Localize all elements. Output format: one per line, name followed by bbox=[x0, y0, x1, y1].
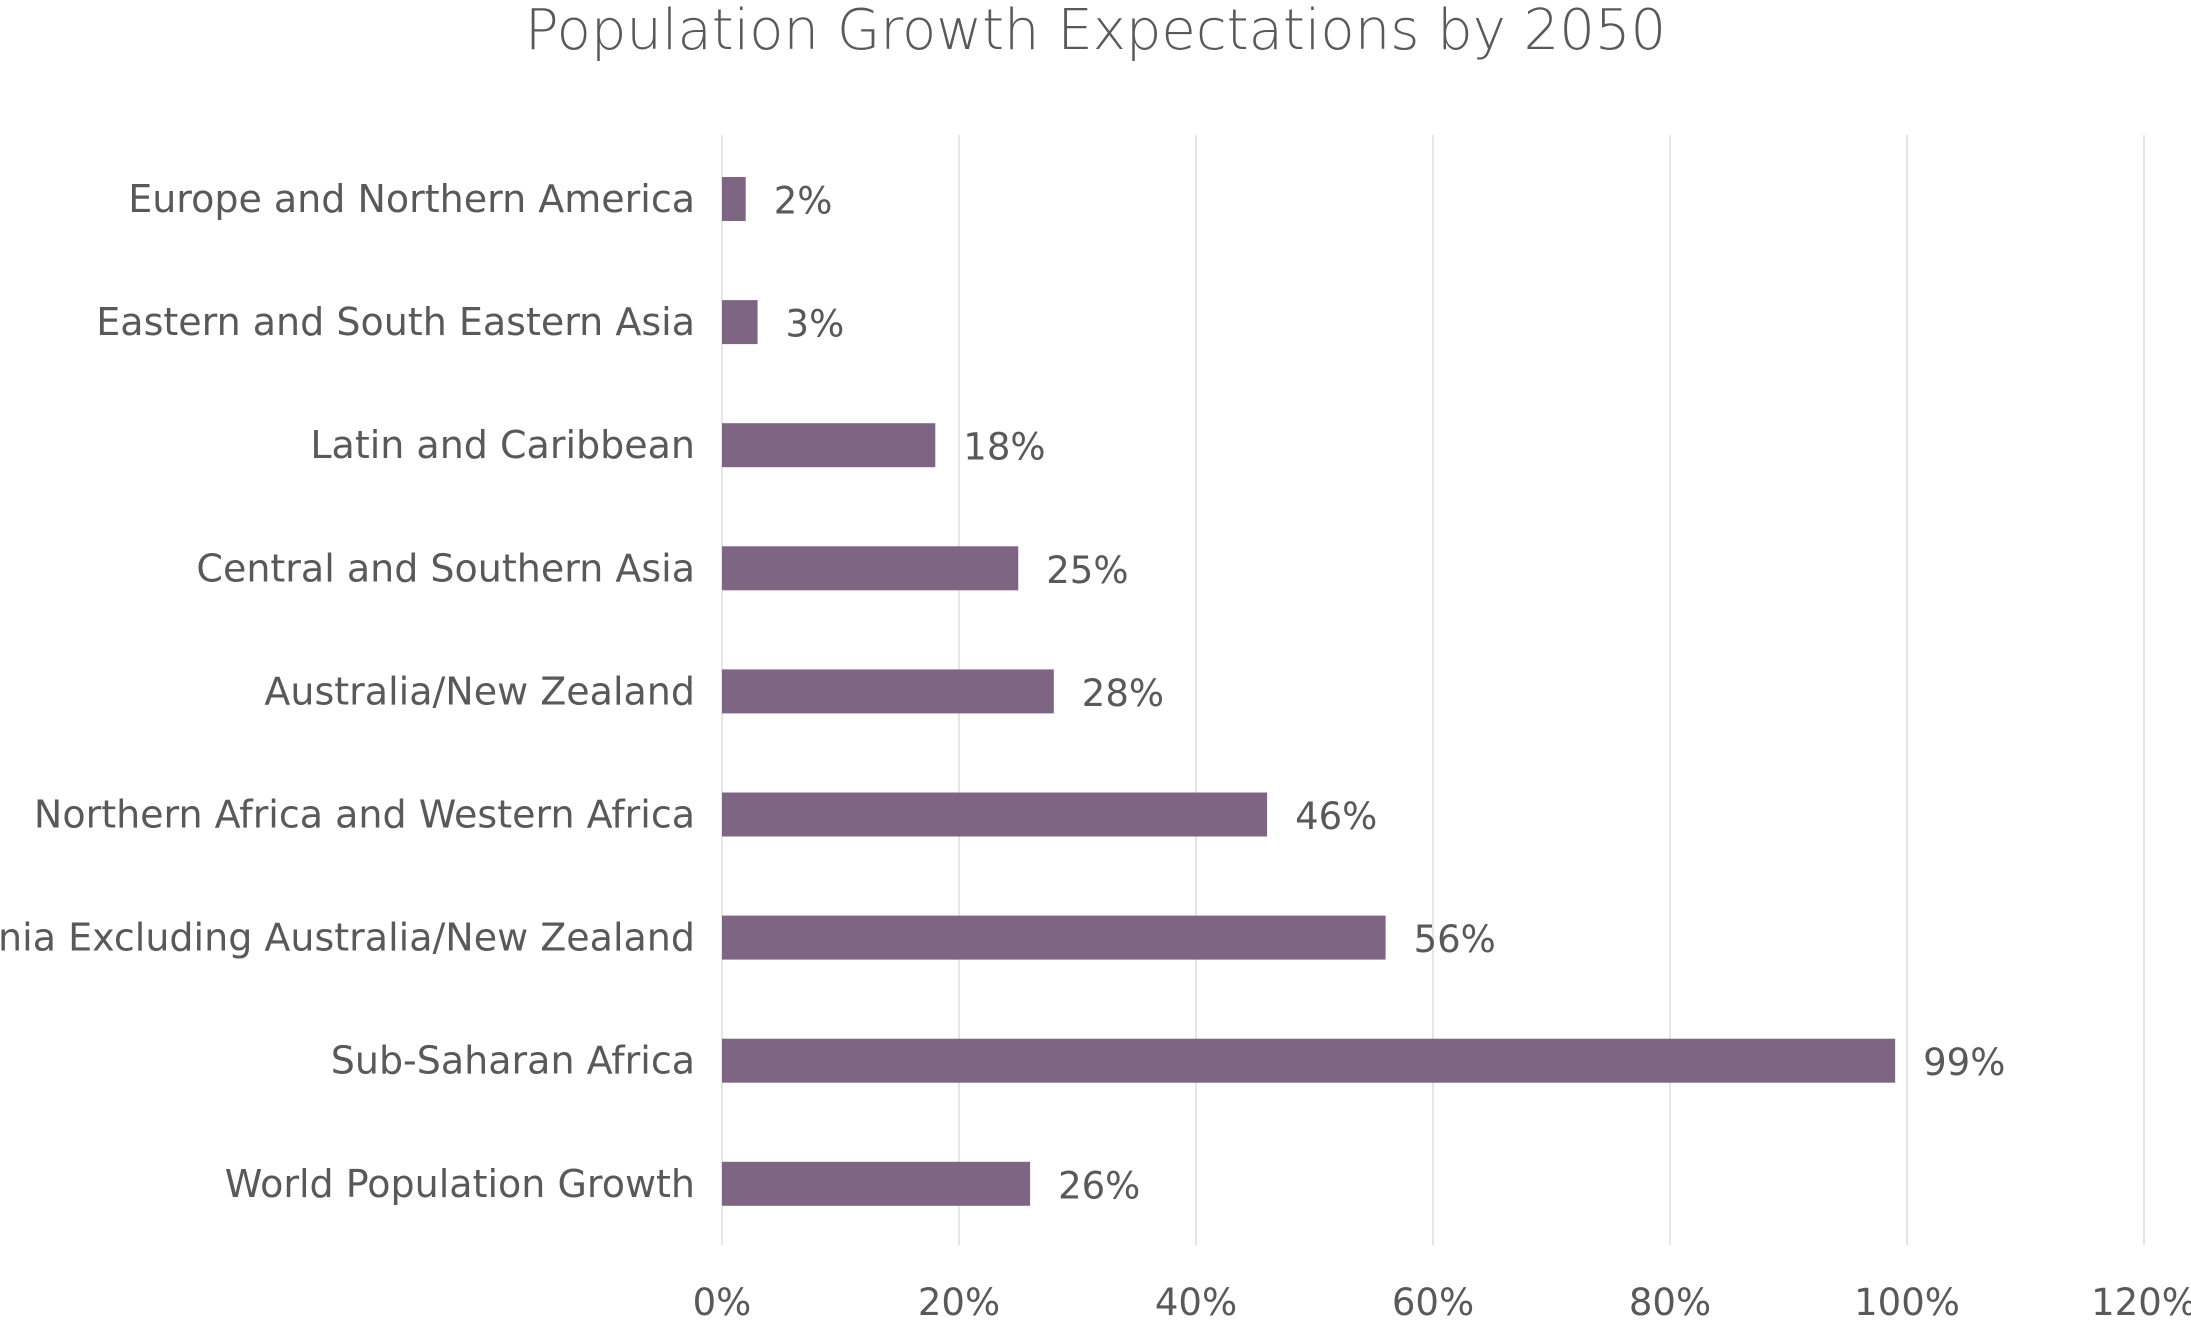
category-label: Europe and Northern America bbox=[128, 177, 695, 221]
bar bbox=[722, 669, 1054, 714]
x-tick-label: 100% bbox=[1854, 1281, 1960, 1323]
data-label: 28% bbox=[1082, 672, 1164, 715]
category-label: World Population Growth bbox=[225, 1162, 695, 1206]
data-label: 26% bbox=[1058, 1164, 1140, 1207]
data-label: 99% bbox=[1923, 1041, 2005, 1084]
x-tick-label: 40% bbox=[1155, 1281, 1237, 1323]
bar bbox=[722, 792, 1268, 837]
bar bbox=[722, 423, 936, 468]
x-tick-label: 20% bbox=[918, 1281, 1000, 1323]
bar bbox=[722, 915, 1386, 960]
x-tick-label: 60% bbox=[1392, 1281, 1474, 1323]
bar bbox=[722, 300, 758, 345]
x-tick-label: 80% bbox=[1629, 1281, 1711, 1323]
data-label: 46% bbox=[1295, 795, 1377, 838]
category-label: Australia/New Zealand bbox=[264, 669, 695, 713]
bar bbox=[722, 177, 746, 221]
data-label: 25% bbox=[1046, 549, 1128, 592]
data-label: 3% bbox=[786, 303, 845, 346]
category-label: Eastern and South Eastern Asia bbox=[96, 300, 695, 344]
bar bbox=[722, 1038, 1896, 1083]
data-label: 56% bbox=[1414, 918, 1496, 961]
category-label: Central and Southern Asia bbox=[196, 546, 695, 590]
bar bbox=[722, 546, 1019, 591]
category-label: Northern Africa and Western Africa bbox=[34, 793, 695, 837]
data-label: 2% bbox=[774, 180, 833, 223]
chart-title: Population Growth Expectations by 2050 bbox=[524, 0, 1667, 63]
data-label: 18% bbox=[963, 426, 1045, 469]
category-label: Latin and Caribbean bbox=[310, 423, 695, 467]
category-label: Sub-Saharan Africa bbox=[331, 1039, 695, 1083]
bar bbox=[722, 1161, 1031, 1206]
category-label: Oceania Excluding Australia/New Zealand bbox=[0, 916, 695, 960]
x-tick-label: 0% bbox=[693, 1281, 752, 1323]
x-tick-label: 120% bbox=[2091, 1281, 2191, 1323]
